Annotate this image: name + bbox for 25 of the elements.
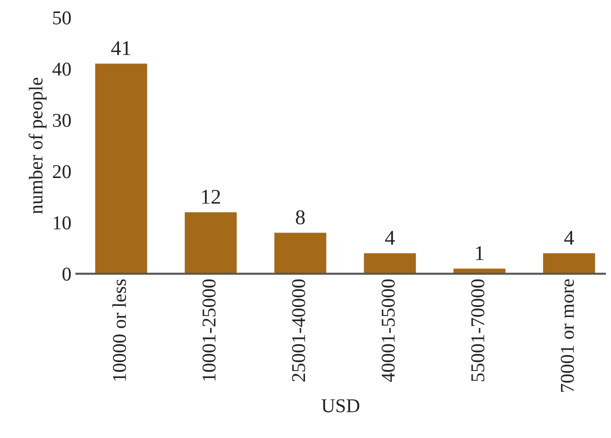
data-label: 4 — [564, 230, 574, 245]
bar — [184, 212, 237, 274]
y-tick-label: 20 — [52, 165, 71, 178]
x-tick-label: 40001-55000 — [382, 279, 395, 382]
y-tick-label: 40 — [52, 62, 71, 76]
y-tick-label: 10 — [54, 216, 71, 230]
bar — [95, 64, 148, 274]
x-tick-label: 70001 or more — [560, 279, 574, 392]
data-label: 8 — [296, 210, 305, 224]
x-tick-label: 55001-70000 — [471, 279, 484, 382]
bar — [364, 253, 416, 274]
y-tick-label: 50 — [53, 11, 71, 24]
data-label: 4 — [385, 230, 395, 245]
x-axis-title: USD — [322, 399, 360, 412]
y-tick-label: 0 — [62, 268, 71, 281]
data-label: 12 — [202, 190, 220, 204]
bar — [274, 232, 326, 274]
x-tick-label: 10001-25000 — [202, 279, 216, 381]
bar — [543, 253, 596, 274]
data-label: 41 — [111, 41, 130, 56]
y-tick-label: 30 — [53, 114, 71, 127]
x-tick-label: 10000 or less — [112, 279, 126, 381]
data-label: 1 — [476, 246, 484, 260]
y-axis-title: number of people — [28, 78, 47, 214]
x-tick-label: 25001-40000 — [292, 279, 306, 382]
